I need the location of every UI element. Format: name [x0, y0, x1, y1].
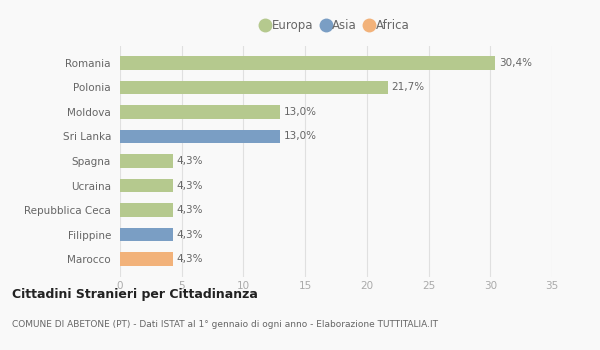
Bar — [120, 203, 173, 217]
Text: 4,3%: 4,3% — [177, 205, 203, 215]
Text: 4,3%: 4,3% — [177, 254, 203, 264]
Text: 30,4%: 30,4% — [499, 58, 532, 68]
Text: 4,3%: 4,3% — [177, 181, 203, 190]
Legend: Europa, Asia, Africa: Europa, Asia, Africa — [257, 14, 415, 37]
Text: 4,3%: 4,3% — [177, 156, 203, 166]
Text: 4,3%: 4,3% — [177, 230, 203, 240]
Bar — [120, 228, 173, 241]
Text: 21,7%: 21,7% — [392, 82, 425, 92]
Text: 13,0%: 13,0% — [284, 107, 317, 117]
Bar — [120, 154, 173, 168]
Bar — [120, 56, 495, 70]
Bar — [120, 179, 173, 192]
Bar — [120, 130, 280, 143]
Text: Cittadini Stranieri per Cittadinanza: Cittadini Stranieri per Cittadinanza — [12, 288, 258, 301]
Bar — [120, 252, 173, 266]
Text: 13,0%: 13,0% — [284, 132, 317, 141]
Bar — [120, 80, 388, 94]
Text: COMUNE DI ABETONE (PT) - Dati ISTAT al 1° gennaio di ogni anno - Elaborazione TU: COMUNE DI ABETONE (PT) - Dati ISTAT al 1… — [12, 320, 438, 329]
Bar — [120, 105, 280, 119]
